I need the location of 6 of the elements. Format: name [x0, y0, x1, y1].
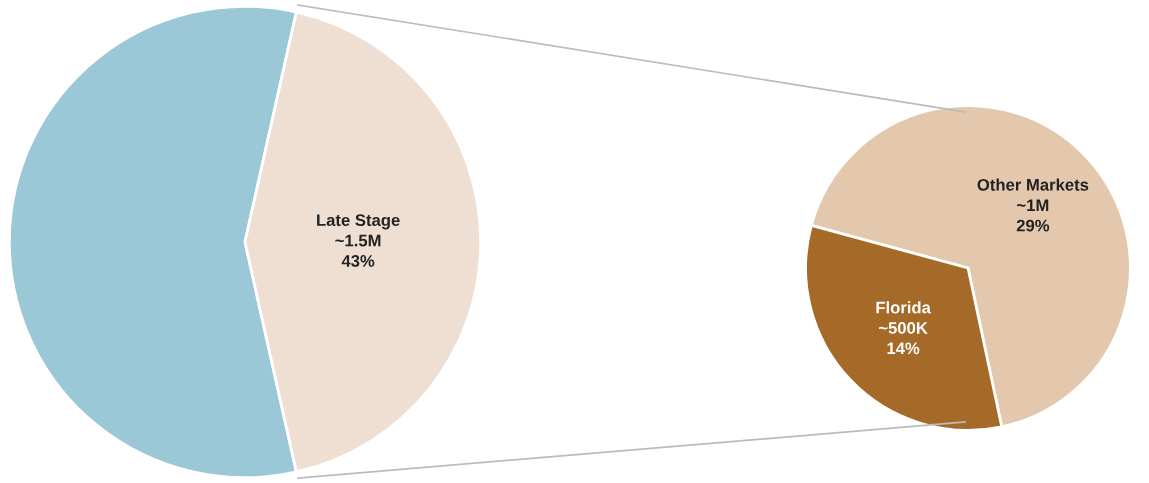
- data-label: ~500K 14%: [878, 322, 928, 355]
- slice-label: Late Stage: [317, 214, 400, 230]
- data-label: ~1.5M 43%: [335, 234, 381, 267]
- slice-label: Other Markets: [977, 178, 1089, 191]
- data-label: ~1M 29%: [1016, 199, 1050, 232]
- slice-label: Florida: [876, 301, 931, 314]
